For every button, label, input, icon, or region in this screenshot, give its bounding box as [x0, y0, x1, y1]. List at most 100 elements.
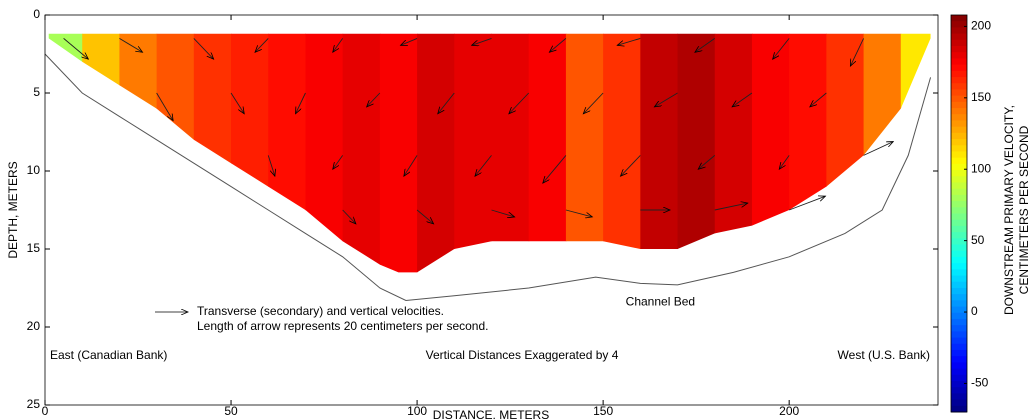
bed-label: Channel Bed: [626, 294, 695, 308]
annotation: East (Canadian Bank): [50, 348, 167, 362]
velocity-arrow: [779, 155, 790, 169]
velocity-arrow: [156, 92, 174, 121]
velocity-strip: [677, 33, 716, 273]
colorbar-cell: [951, 405, 967, 413]
colorbar-cell: [951, 269, 967, 277]
velocity-strip: [119, 33, 158, 273]
colorbar-cell: [951, 21, 967, 28]
velocity-arrow: [367, 92, 381, 107]
annotation: Vertical Distances Exaggerated by 4: [426, 348, 619, 362]
colorbar-cell: [951, 70, 967, 78]
colorbar-cell: [951, 58, 967, 66]
velocity-arrow: [296, 92, 306, 114]
colorbar-tick-label: 100: [971, 161, 991, 175]
colorbar-cell: [951, 294, 967, 301]
colorbar-cell: [951, 126, 967, 134]
colorbar-cell: [951, 139, 967, 146]
velocity-arrow: [255, 38, 269, 52]
colorbar-cell: [951, 182, 967, 190]
colorbar-cell: [951, 95, 967, 103]
colorbar-cell: [951, 33, 967, 41]
colorbar-tick-label: 150: [971, 90, 991, 104]
velocity-arrow: [850, 38, 864, 66]
velocity-strip: [789, 33, 827, 273]
colorbar-cell: [951, 343, 967, 351]
colorbar-cell: [951, 39, 967, 47]
velocity-arrow: [475, 155, 492, 176]
colorbar-cell: [951, 46, 967, 53]
velocity-arrow: [267, 155, 275, 176]
plot-layer: Channel Bed 0 50 100 150 200 0 5 10 15 20 25 -50 0 50 1…: [27, 7, 992, 418]
x-tick-label: 150: [593, 404, 613, 418]
colorbar-cell: [951, 281, 967, 289]
velocity-arrow: [193, 38, 214, 59]
colorbar-cell: [951, 207, 967, 214]
channel-bed: [44, 53, 932, 301]
velocity-arrow: [621, 155, 641, 176]
colorbar-cell: [951, 114, 967, 121]
velocity-arrow: [549, 38, 567, 52]
velocity-strip: [603, 33, 641, 273]
velocity-strip: [528, 33, 567, 273]
velocity-arrow: [789, 196, 825, 211]
colorbar-cell: [951, 120, 967, 128]
velocity-strip: [417, 33, 455, 273]
colorbar-cell: [951, 145, 967, 152]
velocity-strip: [900, 33, 931, 273]
velocity-strip: [82, 33, 120, 273]
velocity-strip: [305, 33, 344, 273]
velocity-arrow: [491, 209, 515, 217]
colorbar-cell: [951, 368, 967, 376]
colorbar-cell: [951, 287, 967, 295]
colorbar-cell: [951, 325, 967, 332]
velocity-arrow: [617, 37, 641, 45]
colorbar-cell: [951, 232, 967, 239]
velocity-strip: [156, 33, 195, 273]
colorbar-cell: [951, 387, 967, 394]
velocity-arrow: [732, 92, 753, 107]
velocity-arrow: [543, 155, 567, 183]
colorbar-cell: [951, 312, 967, 320]
x-tick-label: 200: [779, 404, 799, 418]
colorbar-frame: [950, 14, 968, 413]
colorbar-tick-label: 200: [971, 19, 991, 33]
velocity-arrow: [698, 155, 716, 169]
colorbar-cell: [951, 374, 967, 382]
velocity-arrow: [416, 209, 434, 224]
colorbar-cell: [951, 250, 967, 258]
colorbar-cell: [951, 15, 967, 22]
colorbar-tick-label: -50: [971, 376, 989, 390]
colorbar-cell: [951, 349, 967, 357]
colorbar-cell: [951, 89, 967, 97]
colorbar-cell: [951, 318, 967, 326]
x-axis-title: DISTANCE, METERS: [433, 408, 549, 419]
velocity-strip: [268, 33, 306, 273]
velocity-strip: [714, 33, 753, 273]
velocity-arrow: [509, 92, 530, 114]
velocity-arrow: [565, 209, 592, 217]
velocity-strip: [231, 33, 269, 273]
colorbar-cell: [951, 157, 967, 165]
y-tick-label: 25: [27, 397, 41, 411]
velocity-strip: [454, 33, 492, 273]
velocity-arrow: [404, 155, 418, 176]
colorbar-cell: [951, 176, 967, 183]
velocity-arrow: [438, 92, 455, 114]
colorbar-cell: [951, 52, 967, 59]
colorbar-cell: [951, 213, 967, 221]
colorbar-cell: [951, 27, 967, 35]
colorbar-cell: [951, 263, 967, 270]
velocity-arrow: [583, 92, 604, 114]
x-tick-label: 0: [42, 404, 49, 418]
colorbar-cell: [951, 399, 967, 407]
velocity-arrow: [230, 92, 244, 114]
colorbar-cell: [951, 275, 967, 283]
y-axis-title: DEPTH, METERS: [6, 161, 20, 258]
velocity-arrow: [863, 142, 894, 156]
y-tick-label: 20: [27, 319, 41, 333]
colorbar-label: DOWNSTREAM PRIMARY VELOCITY,: [1002, 105, 1016, 315]
annotation: West (U.S. Bank): [838, 348, 930, 362]
velocity-strip: [751, 33, 790, 273]
